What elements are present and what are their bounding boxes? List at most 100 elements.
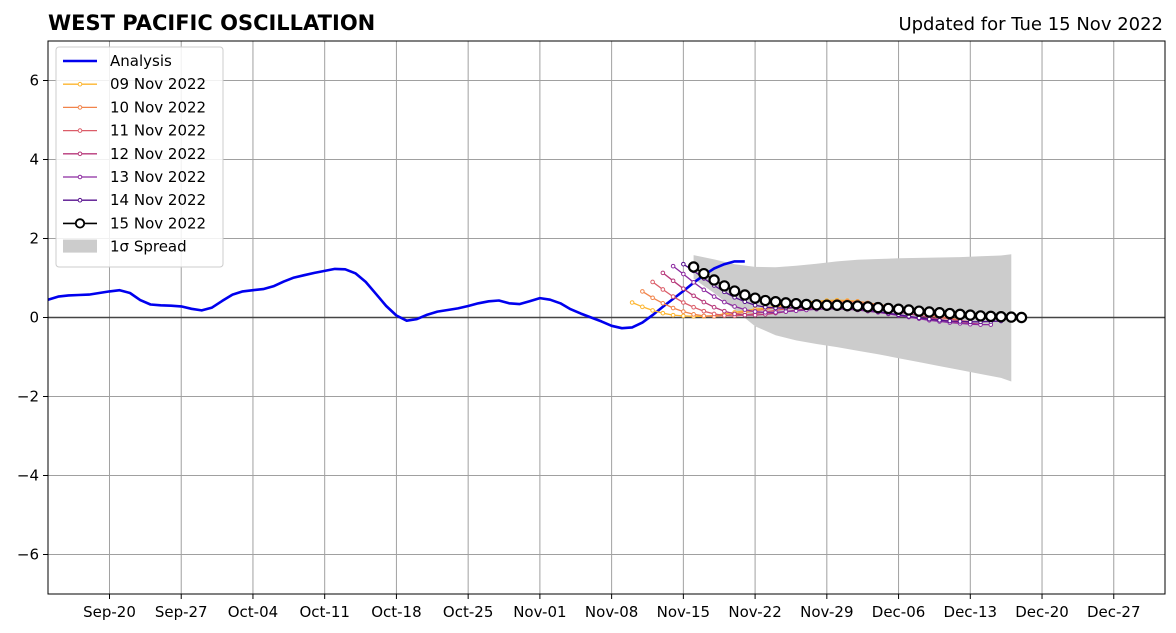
forecast-point (691, 304, 696, 310)
x-tick-label: Oct-04 (228, 603, 278, 621)
forecast-point (670, 312, 676, 318)
legend: Analysis 09 Nov 2022 10 Nov 2022 11 Nov 202… (55, 46, 224, 268)
y-tick-label: 6 (29, 72, 39, 90)
x-tick-label: Nov-22 (728, 603, 781, 621)
forecast-point (954, 308, 966, 321)
forecast-point (691, 312, 696, 317)
legend-marker (74, 218, 86, 229)
forecast-point (701, 308, 707, 314)
x-tick-label: Oct-25 (443, 603, 493, 621)
x-tick-label: Oct-11 (299, 603, 349, 621)
legend-label: 09 Nov 2022 (110, 75, 206, 93)
legend-entry: 09 Nov 2022 (63, 75, 206, 93)
legend-marker (77, 105, 83, 110)
forecast-point (670, 278, 676, 284)
forecast-point (660, 310, 666, 316)
forecast-point (722, 299, 727, 305)
forecast-point (670, 263, 676, 269)
legend-label: 11 Nov 2022 (110, 122, 206, 140)
forecast-point (739, 289, 751, 301)
forecast-point (708, 274, 720, 286)
forecast-point (650, 279, 655, 285)
y-tick-label: 2 (29, 230, 39, 248)
forecast-point (810, 299, 823, 311)
forecast-point (650, 308, 655, 313)
legend-box (55, 46, 224, 268)
forecast-point (670, 305, 676, 311)
forecast-point (681, 300, 686, 305)
forecast-point (732, 304, 737, 309)
y-tick-label: −4 (17, 467, 39, 485)
legend-marker (77, 128, 83, 133)
legend-entry: Analysis (63, 52, 172, 70)
forecast-point (937, 317, 942, 323)
y-tick-label: 0 (29, 309, 39, 327)
forecast-point (698, 267, 710, 280)
forecast-point (947, 318, 953, 324)
chart-subtitle: Updated for Tue 15 Nov 2022 (898, 14, 1163, 35)
forecast-point (681, 313, 686, 319)
y-tick-label: 4 (29, 151, 39, 169)
x-tick-label: Nov-29 (800, 603, 853, 621)
forecast-point (892, 303, 905, 315)
forecast-point (780, 297, 792, 309)
plot-area (48, 254, 1165, 382)
forecast-point (862, 301, 874, 313)
forecast-point (851, 300, 864, 312)
x-tick-label: Nov-08 (585, 603, 638, 621)
forecast-point (728, 285, 741, 297)
forecast-point (742, 307, 748, 312)
forecast-point (985, 310, 997, 323)
forecast-point (660, 287, 666, 292)
legend-label: 14 Nov 2022 (110, 191, 206, 209)
forecast-point (944, 307, 956, 320)
forecast-point (933, 307, 946, 319)
forecast-point (701, 313, 707, 319)
legend-label: 10 Nov 2022 (110, 98, 206, 116)
legend-entry: 14 Nov 2022 (63, 191, 206, 209)
y-tick-label: −6 (17, 546, 39, 564)
forecast-point (769, 296, 782, 308)
legend-label: Analysis (110, 52, 172, 70)
x-tick-label: Dec-06 (872, 603, 926, 621)
forecast-point (957, 319, 963, 324)
forecast-point (660, 270, 666, 276)
analysis-line (48, 260, 745, 330)
forecast-point (841, 299, 854, 312)
forecast-point (790, 297, 802, 310)
legend-marker (77, 174, 83, 180)
forecast-point (872, 301, 884, 314)
forecast-point (752, 302, 758, 308)
forecast-point (629, 300, 635, 305)
forecast-point (831, 299, 843, 311)
axes: Sep-20 Sep-27 Oct-04 Oct-11 Oct-18 Oct-25 Nov-… (17, 72, 1141, 622)
legend-marker (77, 81, 83, 87)
legend-marker (77, 197, 83, 203)
forecast-point (1015, 311, 1028, 324)
forecast-point (718, 280, 731, 292)
legend-marker (77, 151, 83, 157)
forecast-point (670, 294, 676, 299)
legend-label: 15 Nov 2022 (110, 214, 206, 232)
forecast-series (687, 261, 1028, 324)
x-tick-label: Dec-13 (944, 603, 998, 621)
forecast-point (681, 286, 686, 291)
forecast-point (687, 261, 700, 273)
forecast-point (913, 305, 925, 317)
forecast-point (882, 302, 895, 315)
legend-swatch (63, 239, 97, 253)
forecast-point (927, 316, 932, 322)
forecast-point (759, 294, 772, 307)
forecast-point (800, 298, 813, 311)
forecast-point (660, 300, 666, 306)
forecast-point (995, 311, 1007, 323)
forecast-point (752, 309, 758, 314)
x-tick-label: Sep-27 (155, 603, 208, 621)
x-tick-label: Nov-01 (513, 603, 566, 621)
legend-label: 1σ Spread (110, 238, 187, 256)
forecast-point (821, 299, 833, 311)
forecast-point (773, 310, 778, 315)
forecast-point (640, 304, 645, 310)
y-tick-label: −2 (17, 388, 39, 406)
